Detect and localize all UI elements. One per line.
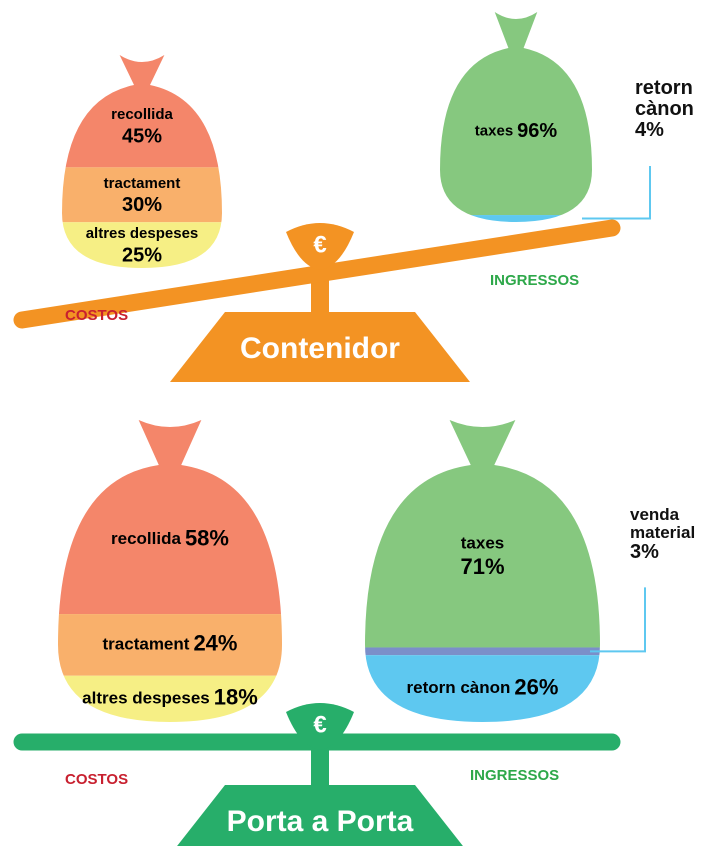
segment-value: 4% [635,120,707,141]
bag-segment [438,7,594,215]
segment-value: 25% [122,244,162,266]
symbol: € [313,711,326,738]
segment-label: venda material [630,506,707,542]
costs-label: COSTOS [65,771,128,788]
segment-value: 96% [517,120,557,142]
bag-segment [56,415,284,614]
income-label: INGRESSOS [490,272,579,289]
segment-label: retorn cànon [635,78,707,120]
segment-label: altres despeses [86,225,199,242]
segment-label: retorn cànon [407,678,511,697]
segment-value: 58% [185,525,229,550]
costs-label: COSTOS [65,307,128,324]
segment-label: tractament [103,634,190,653]
base-title: Porta a Porta [227,805,414,838]
segment-value: 26% [514,674,558,699]
segment-label: recollida [111,106,173,123]
leader-line [582,166,650,219]
segment-value: 45% [122,125,162,147]
segment-value: 30% [122,194,162,216]
segment-value: 3% [630,542,707,563]
income-label: INGRESSOS [470,767,559,784]
segment-label: tractament [104,175,181,192]
segment-label: taxes [475,122,513,139]
segment-value: 71% [460,554,504,579]
symbol: € [313,231,326,258]
base-title: Contenidor [240,332,400,365]
bag [438,7,594,222]
canvas: € Contenidor COSTOS INGRESSOS recollida 45% tr… [0,0,707,846]
segment-label: recollida [111,529,181,548]
bag-segment [438,215,594,222]
infographic: € Contenidor COSTOS INGRESSOS recollida 45% tr… [0,0,707,846]
segment-value: 18% [214,685,258,710]
segment-label: altres despeses [82,688,210,707]
segment-value: 24% [193,631,237,656]
segment-label: taxes [461,534,504,553]
bag-segment [363,647,602,655]
bag-segment [363,415,602,647]
bag [56,415,284,722]
